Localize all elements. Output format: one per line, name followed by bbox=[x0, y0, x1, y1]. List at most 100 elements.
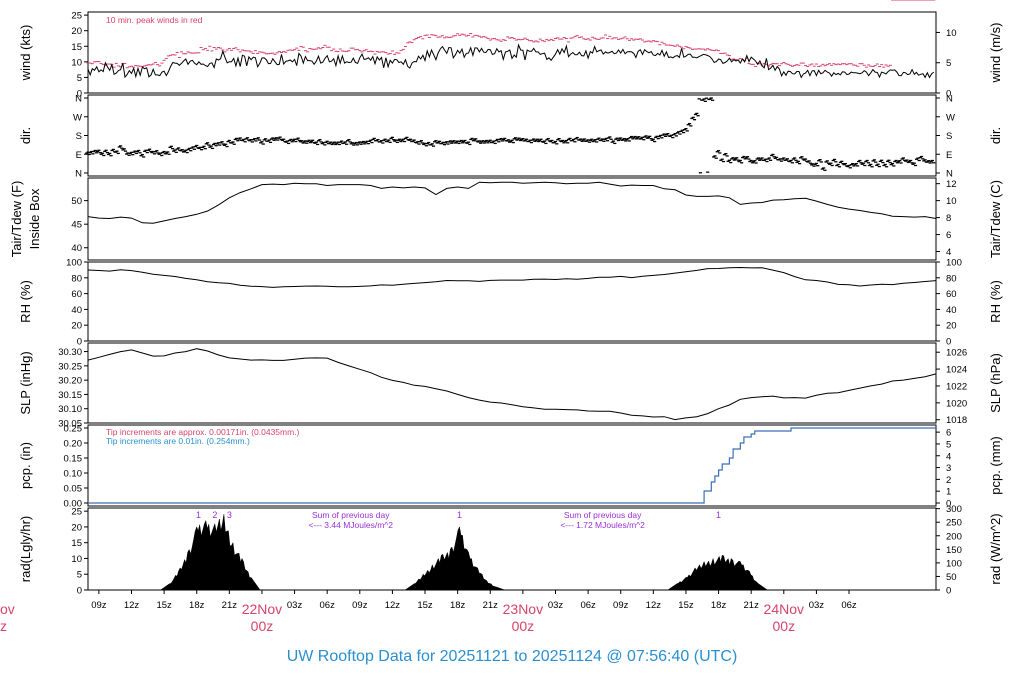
wind-left-tick-label: 5 bbox=[77, 73, 82, 84]
temperature-line bbox=[87, 181, 937, 224]
radiation-peak-label: 2 bbox=[212, 510, 217, 520]
radiation-left-tick-label: 15 bbox=[71, 538, 82, 549]
radiation-annotation: <--- 1.72 MJoules/m^2 bbox=[560, 520, 645, 530]
pcp-left-tick-label: 0.00 bbox=[64, 499, 83, 510]
radiation-right-tick-label: 150 bbox=[946, 545, 962, 556]
day-label-cut: ov bbox=[0, 601, 15, 617]
temperature-ylabel-left: Inside Box bbox=[27, 188, 42, 249]
radiation-right-tick-label: 300 bbox=[946, 504, 962, 515]
radiation-right-tick-label: 50 bbox=[946, 572, 957, 583]
dir-left-tick-label: N bbox=[75, 169, 82, 180]
slp-right-tick-label: 1026 bbox=[946, 348, 967, 359]
slp-left-tick-label: 30.20 bbox=[58, 376, 82, 387]
radiation-left-tick-label: 5 bbox=[77, 570, 82, 581]
rh-right-tick-label: 80 bbox=[946, 273, 957, 284]
rh-left-tick-label: 80 bbox=[71, 273, 82, 284]
wind-left-tick-label: 15 bbox=[71, 42, 82, 53]
pcp-ylabel-right: pcp. (mm) bbox=[988, 436, 1003, 495]
temperature-left-tick-label: 50 bbox=[71, 196, 82, 207]
radiation-annotation: Sum of previous day bbox=[312, 510, 390, 520]
pcp-right-tick-label: 2 bbox=[946, 475, 951, 486]
radiation-left-tick-label: 20 bbox=[71, 522, 82, 533]
rh-left-tick-label: 40 bbox=[71, 305, 82, 316]
rh-right-tick-label: 60 bbox=[946, 289, 957, 300]
day-label-hour: 00z bbox=[512, 618, 535, 634]
pcp-note-blue: Tip increments are 0.01in. (0.254mm.) bbox=[106, 436, 250, 446]
radiation-right-tick-label: 250 bbox=[946, 518, 962, 529]
slp-left-tick-label: 30.15 bbox=[58, 390, 82, 401]
dir-right-tick-label: N bbox=[946, 169, 953, 180]
time-tick-label: 21z bbox=[744, 600, 760, 611]
pcp-ylabel-left: pcp. (in) bbox=[18, 442, 33, 489]
wind-right-tick-label: 5 bbox=[946, 58, 951, 69]
rh-ylabel-right: RH (%) bbox=[988, 280, 1003, 323]
pcp-left-tick-label: 0.25 bbox=[64, 424, 83, 435]
temperature-left-tick-label: 40 bbox=[71, 243, 82, 254]
wind-right-tick-label: 0 bbox=[946, 89, 951, 100]
rh-right-tick-label: 20 bbox=[946, 321, 957, 332]
radiation-right-tick-label: 200 bbox=[946, 531, 962, 542]
time-tick-label: 18z bbox=[189, 600, 205, 611]
dir-right-tick-label: W bbox=[946, 112, 955, 123]
radiation-left-tick-label: 10 bbox=[71, 554, 82, 565]
pcp-right-tick-label: 0 bbox=[946, 499, 951, 510]
dir-series bbox=[85, 97, 936, 174]
slp-right-tick-label: 1020 bbox=[946, 398, 967, 409]
rh-ylabel-left: RH (%) bbox=[18, 280, 33, 323]
pcp-line bbox=[88, 427, 936, 504]
pcp-left-tick-label: 0.10 bbox=[64, 469, 83, 480]
wind-peak-series bbox=[86, 0, 936, 69]
rh-left-tick-label: 20 bbox=[71, 321, 82, 332]
dir-ylabel-left: dir. bbox=[18, 127, 33, 144]
temperature-ylabel-left: Tair/Tdew (F) bbox=[9, 181, 24, 258]
time-tick-label: 18z bbox=[450, 600, 466, 611]
pcp-note-red: Tip increments are approx. 0.00171in. (0… bbox=[106, 427, 300, 437]
rh-left-tick-label: 0 bbox=[77, 337, 82, 348]
dir-left-tick-label: N bbox=[75, 94, 82, 105]
slp-left-tick-label: 30.25 bbox=[58, 361, 82, 372]
time-tick-label: 18z bbox=[711, 600, 727, 611]
temperature-frame bbox=[87, 177, 937, 261]
time-tick-label: 21z bbox=[483, 600, 499, 611]
time-tick-label: 15z bbox=[417, 600, 433, 611]
wind-frame bbox=[87, 11, 937, 94]
pcp-right-tick-label: 3 bbox=[946, 463, 951, 474]
rh-line bbox=[87, 266, 937, 288]
time-tick-label: 06z bbox=[320, 600, 336, 611]
dir-left-tick-label: W bbox=[73, 112, 82, 123]
time-tick-label: 09z bbox=[91, 600, 107, 611]
time-tick-label: 12z bbox=[124, 600, 140, 611]
dir-right-tick-label: E bbox=[946, 150, 952, 161]
radiation-right-tick-label: 100 bbox=[946, 558, 962, 569]
page-title: UW Rooftop Data for 20251121 to 20251124… bbox=[286, 648, 738, 665]
time-tick-label: 06z bbox=[841, 600, 857, 611]
wind-left-tick-label: 20 bbox=[71, 26, 82, 37]
time-tick-label: 21z bbox=[222, 600, 238, 611]
wind-left-tick-label: 0 bbox=[77, 89, 82, 100]
temperature-right-tick-label: 12 bbox=[946, 179, 957, 190]
pcp-right-tick-label: 4 bbox=[946, 451, 951, 462]
time-tick-label: 15z bbox=[156, 600, 172, 611]
pcp-right-tick-label: 6 bbox=[946, 428, 951, 439]
radiation-peak-label: 1 bbox=[196, 510, 201, 520]
time-tick-label: 09z bbox=[352, 600, 368, 611]
rh-frame bbox=[87, 261, 937, 342]
slp-ylabel-right: SLP (hPa) bbox=[988, 353, 1003, 413]
temperature-ylabel-right: Tair/Tdew (C) bbox=[988, 180, 1003, 258]
wind-sustained-line bbox=[87, 43, 935, 79]
dir-frame bbox=[87, 94, 937, 177]
pcp-left-tick-label: 0.15 bbox=[64, 454, 83, 465]
radiation-left-tick-label: 0 bbox=[77, 586, 82, 597]
rh-left-tick-label: 60 bbox=[71, 289, 82, 300]
wind-left-tick-label: 25 bbox=[71, 11, 82, 22]
wind-annotation: 10 min. peak winds in red bbox=[106, 15, 203, 25]
slp-right-tick-label: 1024 bbox=[946, 365, 967, 376]
wind-ylabel-right: wind (m/s) bbox=[988, 23, 1003, 84]
rh-left-tick-label: 100 bbox=[66, 258, 82, 269]
radiation-peak-label: 1 bbox=[457, 510, 462, 520]
rh-right-tick-label: 0 bbox=[946, 337, 951, 348]
slp-frame bbox=[87, 342, 937, 424]
temperature-right-tick-label: 10 bbox=[946, 196, 957, 207]
dir-left-tick-label: S bbox=[76, 131, 82, 142]
